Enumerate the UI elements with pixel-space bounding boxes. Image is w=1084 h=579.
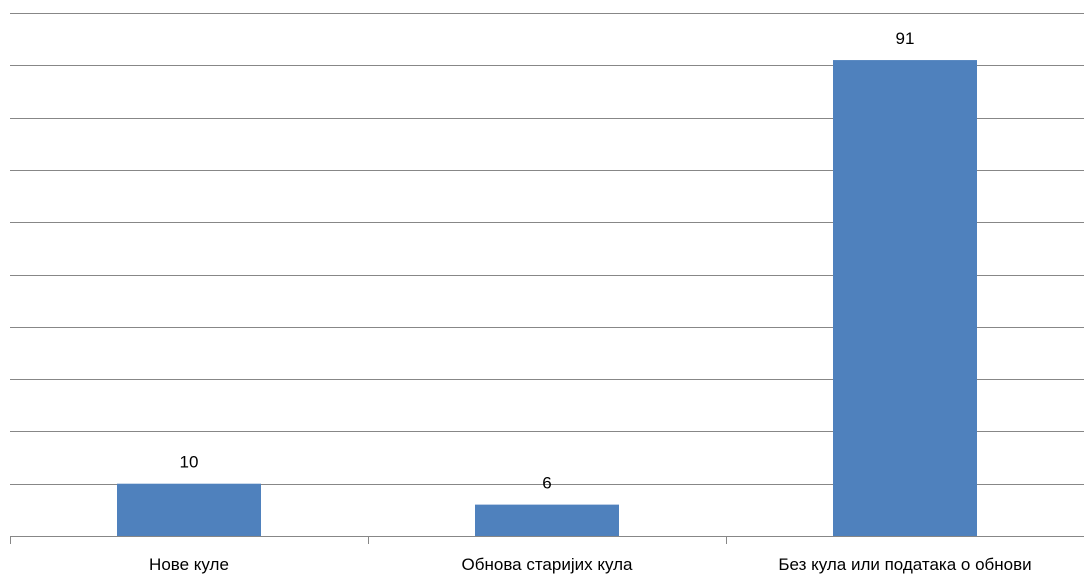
- category-label: Обнова старијих кула: [462, 555, 633, 574]
- category-labels: Нове куле Обнова старијих кула Без кула ил…: [149, 555, 1032, 574]
- data-label: 91: [896, 29, 915, 48]
- data-labels: 10 6 91: [180, 29, 915, 493]
- gridlines: [10, 13, 1084, 485]
- data-label: 6: [542, 474, 551, 493]
- data-label: 10: [180, 453, 199, 472]
- x-axis: [10, 536, 1084, 544]
- category-label: Без кула или података о обнови: [778, 555, 1031, 574]
- bar: [833, 60, 977, 536]
- bar: [475, 504, 619, 536]
- bar: [117, 483, 261, 536]
- bars: [117, 60, 977, 536]
- category-label: Нове куле: [149, 555, 229, 574]
